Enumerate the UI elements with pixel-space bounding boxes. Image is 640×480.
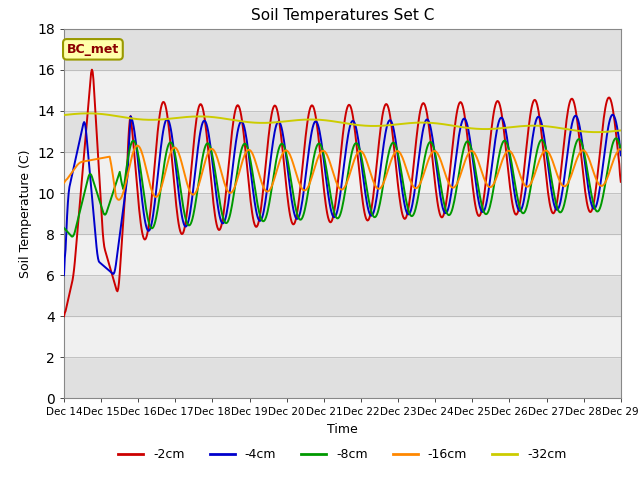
Bar [64, 193, 621, 234]
Text: BC_met: BC_met [67, 43, 119, 56]
Legend: -2cm, -4cm, -8cm, -16cm, -32cm: -2cm, -4cm, -8cm, -16cm, -32cm [113, 443, 572, 466]
Bar [64, 152, 621, 193]
Bar [64, 70, 621, 111]
Bar [64, 275, 621, 316]
Bar [64, 234, 621, 275]
Bar [64, 316, 621, 357]
Bar [64, 111, 621, 152]
X-axis label: Time: Time [327, 423, 358, 436]
Bar [64, 357, 621, 398]
Y-axis label: Soil Temperature (C): Soil Temperature (C) [19, 149, 31, 278]
Title: Soil Temperatures Set C: Soil Temperatures Set C [251, 9, 434, 24]
Bar [64, 29, 621, 70]
